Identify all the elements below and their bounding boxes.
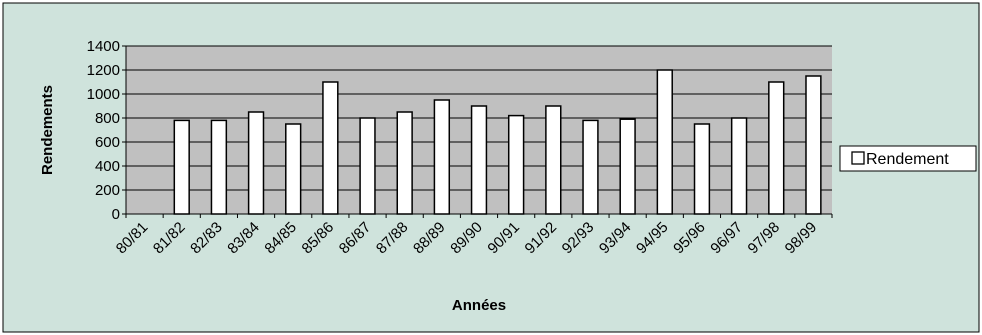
bar-82-83 — [210, 119, 228, 215]
y-tick-label: 1200 — [87, 62, 120, 79]
axes — [122, 45, 833, 218]
bar-85-86 — [322, 81, 339, 215]
legend-swatch — [851, 151, 865, 165]
bar-83-84 — [247, 111, 265, 215]
bar-91-92 — [545, 105, 562, 215]
bar-98-99 — [805, 75, 822, 215]
bar-97-98 — [768, 81, 785, 215]
y-tick-label: 400 — [95, 158, 120, 175]
y-tick-label: 600 — [95, 134, 120, 151]
y-tick-label: 0 — [112, 206, 120, 223]
bar-96-97 — [730, 117, 748, 215]
bar-94-95 — [656, 69, 673, 215]
y-axis-title: Rendements — [39, 85, 56, 175]
bar-88-89 — [433, 99, 451, 215]
bar-86-87 — [359, 117, 376, 215]
y-tick-label: 200 — [95, 182, 120, 199]
y-tick-label: 1000 — [87, 86, 120, 103]
x-axis-title: Années — [452, 297, 506, 314]
bar-95-96 — [693, 123, 711, 215]
y-tick-label: 800 — [95, 110, 120, 127]
bar-90-91 — [507, 114, 525, 215]
bar-92-93 — [582, 119, 599, 215]
bar-81-82 — [173, 119, 190, 215]
bar-87-88 — [396, 111, 413, 215]
legend-label: Rendement — [866, 151, 949, 168]
legend: Rendement — [839, 145, 977, 172]
bars — [173, 69, 822, 215]
bar-84-85 — [285, 123, 302, 215]
y-tick-labels: 0 200 400 600 800 1000 1200 1400 — [87, 38, 120, 223]
bar-93-94 — [619, 118, 636, 215]
bar-89-90 — [470, 105, 488, 215]
y-tick-label: 1400 — [87, 38, 120, 55]
